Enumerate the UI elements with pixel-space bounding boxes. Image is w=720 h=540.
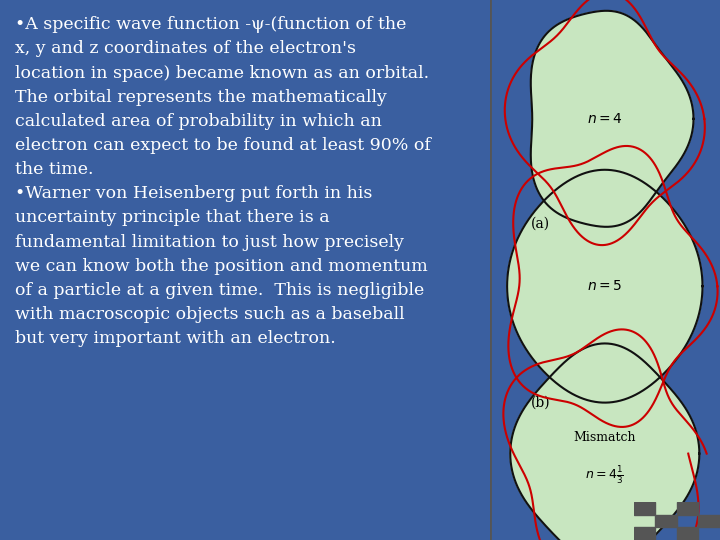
- Bar: [677, 528, 698, 540]
- Text: (b): (b): [531, 395, 551, 409]
- Text: $n = 4$: $n = 4$: [587, 112, 623, 126]
- Text: Mismatch: Mismatch: [574, 431, 636, 444]
- Text: $n = 4\frac{1}{3}$: $n = 4\frac{1}{3}$: [585, 464, 624, 486]
- Polygon shape: [507, 170, 703, 403]
- Bar: [698, 515, 720, 528]
- Polygon shape: [510, 343, 699, 540]
- Bar: [655, 515, 677, 528]
- Bar: [677, 502, 698, 515]
- Text: •A specific wave function -ψ-(function of the
x, y and z coordinates of the elec: •A specific wave function -ψ-(function o…: [14, 16, 431, 347]
- Polygon shape: [531, 11, 693, 227]
- Bar: [634, 502, 655, 515]
- Text: $n = 5$: $n = 5$: [587, 279, 623, 293]
- Text: (a): (a): [531, 217, 550, 231]
- Bar: [634, 528, 655, 540]
